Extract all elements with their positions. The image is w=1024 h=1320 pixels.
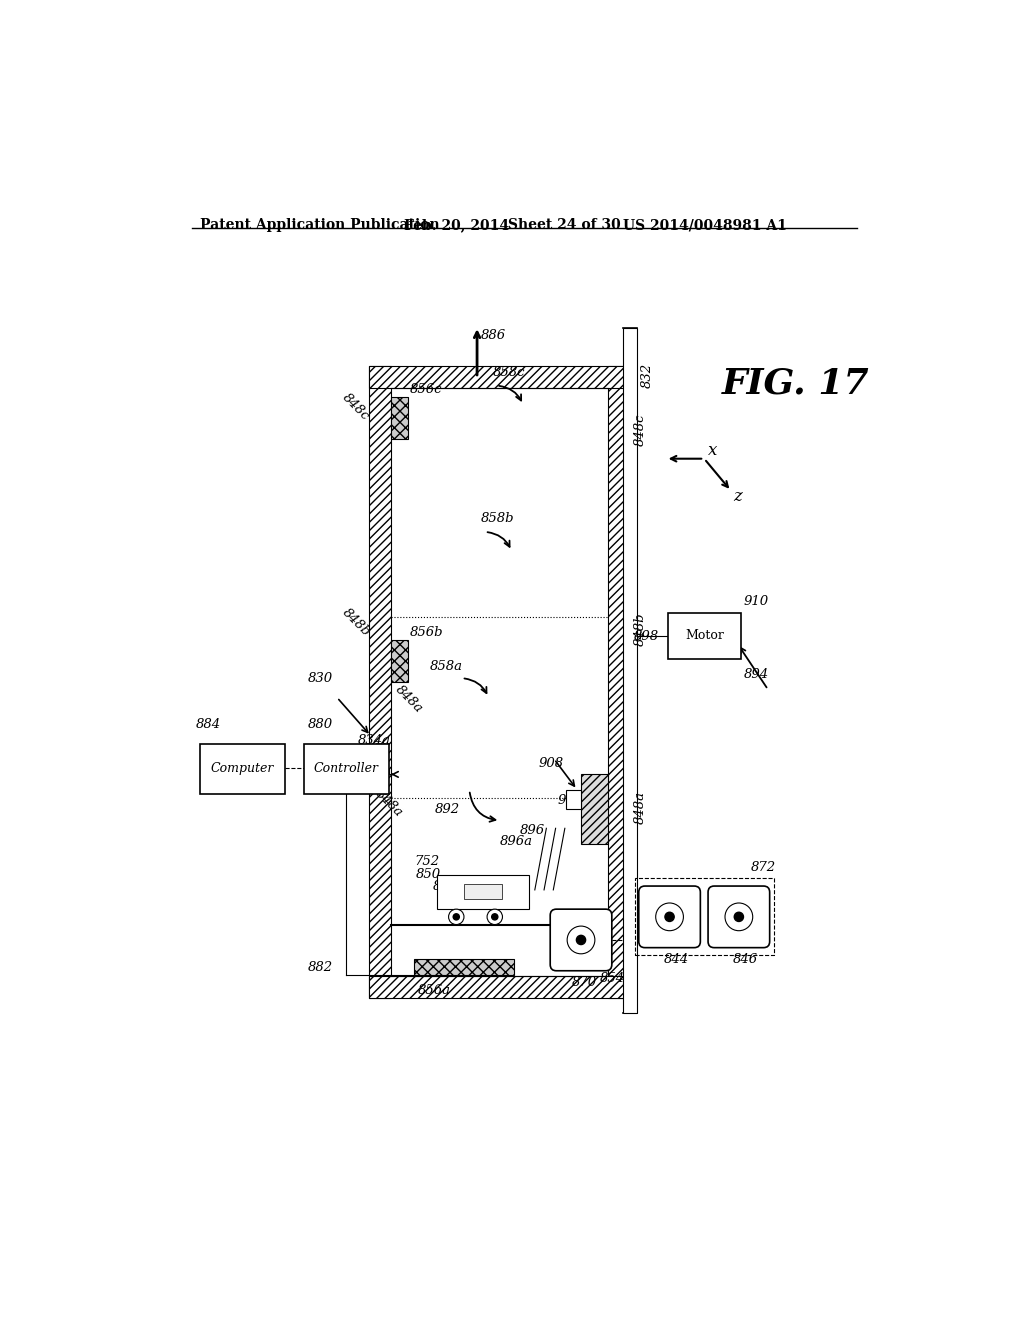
Text: 844: 844 xyxy=(664,953,688,966)
Text: Controller: Controller xyxy=(313,762,379,775)
FancyBboxPatch shape xyxy=(550,909,611,970)
Text: 870: 870 xyxy=(571,977,597,989)
Circle shape xyxy=(665,912,674,921)
Text: 848c: 848c xyxy=(340,391,372,424)
Text: 848a: 848a xyxy=(373,787,406,820)
Text: 752: 752 xyxy=(414,855,439,869)
Text: 896: 896 xyxy=(519,825,545,837)
Text: 856c: 856c xyxy=(410,383,442,396)
Text: 848b: 848b xyxy=(634,612,646,647)
Text: 858a: 858a xyxy=(429,660,462,673)
Text: 872: 872 xyxy=(751,861,775,874)
Text: Feb. 20, 2014: Feb. 20, 2014 xyxy=(403,218,509,232)
Bar xyxy=(437,875,529,909)
Circle shape xyxy=(567,927,595,954)
Text: 908: 908 xyxy=(539,756,564,770)
Text: Motor: Motor xyxy=(685,630,724,643)
Text: 910: 910 xyxy=(743,595,769,609)
Bar xyxy=(624,327,637,1014)
Text: 848b: 848b xyxy=(340,606,373,639)
Circle shape xyxy=(487,909,503,924)
Bar xyxy=(200,743,285,793)
Circle shape xyxy=(454,913,460,920)
Bar xyxy=(391,397,408,440)
Circle shape xyxy=(725,903,753,931)
Bar xyxy=(565,789,581,809)
FancyBboxPatch shape xyxy=(639,886,700,948)
Bar xyxy=(635,878,773,956)
Bar xyxy=(370,977,630,998)
Text: z: z xyxy=(733,488,741,506)
Circle shape xyxy=(655,903,683,931)
Text: 834a: 834a xyxy=(357,734,391,747)
Bar xyxy=(464,884,503,899)
Text: 840: 840 xyxy=(433,880,459,892)
Text: 854: 854 xyxy=(600,973,626,985)
Bar xyxy=(304,743,388,793)
Text: 848c: 848c xyxy=(634,413,646,446)
Bar xyxy=(391,640,408,682)
Text: 906: 906 xyxy=(558,793,583,807)
Text: 832: 832 xyxy=(641,363,654,388)
Text: 880: 880 xyxy=(307,718,333,731)
Text: 856b: 856b xyxy=(410,626,443,639)
Bar xyxy=(370,367,630,388)
Text: 896a: 896a xyxy=(500,836,534,849)
Bar xyxy=(608,367,630,998)
Text: 858c: 858c xyxy=(493,366,525,379)
Text: 850: 850 xyxy=(416,869,440,882)
Text: 848a: 848a xyxy=(392,684,425,715)
Bar xyxy=(370,367,391,998)
Circle shape xyxy=(734,912,743,921)
Text: 882: 882 xyxy=(307,961,333,974)
Circle shape xyxy=(492,913,498,920)
Text: 846: 846 xyxy=(733,953,758,966)
Text: Sheet 24 of 30: Sheet 24 of 30 xyxy=(508,218,621,232)
FancyBboxPatch shape xyxy=(708,886,770,948)
Bar xyxy=(668,612,741,659)
Text: 898: 898 xyxy=(634,630,658,643)
Text: 830: 830 xyxy=(307,672,333,685)
Circle shape xyxy=(577,936,586,945)
Text: 848a: 848a xyxy=(634,791,646,824)
Bar xyxy=(414,960,514,974)
Text: US 2014/0048981 A1: US 2014/0048981 A1 xyxy=(624,218,787,232)
Text: 892: 892 xyxy=(435,803,460,816)
Text: 856a: 856a xyxy=(418,983,451,997)
Text: Patent Application Publication: Patent Application Publication xyxy=(200,218,439,232)
Bar xyxy=(581,775,608,843)
Text: 886: 886 xyxy=(481,330,506,342)
Text: 884: 884 xyxy=(196,718,221,731)
Text: FIG. 17: FIG. 17 xyxy=(722,366,869,400)
Circle shape xyxy=(449,909,464,924)
Text: Computer: Computer xyxy=(211,762,273,775)
Text: 894: 894 xyxy=(743,668,769,681)
Text: 858b: 858b xyxy=(481,512,514,525)
Text: x: x xyxy=(708,442,718,459)
